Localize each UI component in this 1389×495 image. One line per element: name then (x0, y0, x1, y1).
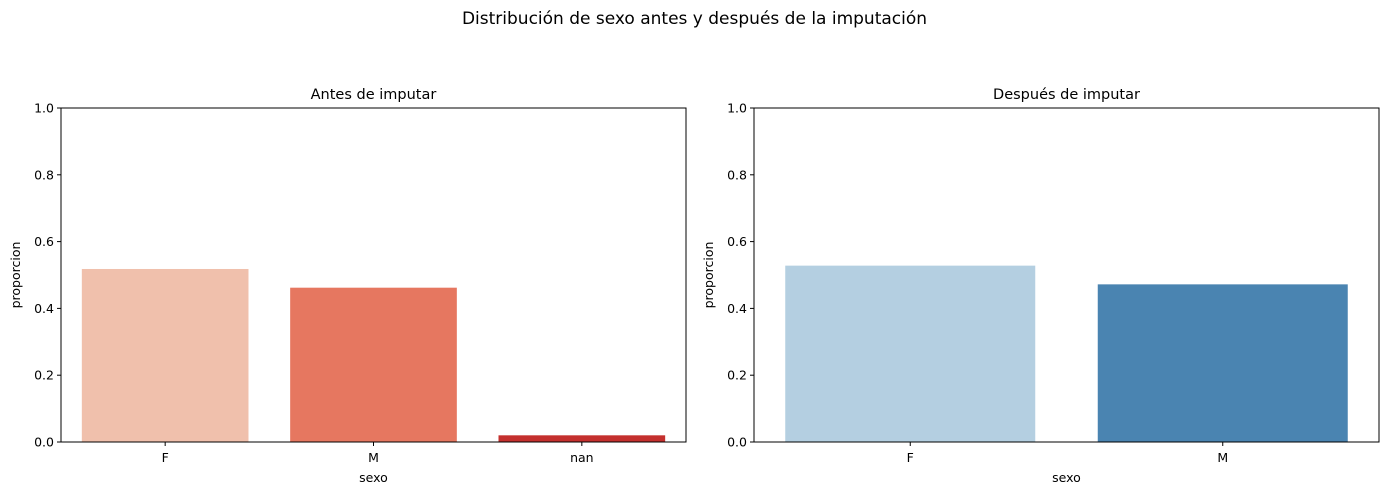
axes-frame-after (753, 107, 1380, 443)
bar-after-M (1097, 284, 1348, 442)
chart-before-title: Antes de imputar (311, 87, 437, 103)
ytick-label-after: 0.6 (727, 234, 747, 249)
bar-before-M (290, 287, 457, 442)
ytick-label-after: 1.0 (727, 101, 747, 116)
chart-after-xlabel: sexo (1052, 470, 1081, 485)
chart-before-xlabel: sexo (359, 470, 388, 485)
ytick-label-before: 1.0 (34, 101, 54, 116)
chart-after-plot: 0.0 0.2 0.4 0.6 0.8 1.0 F M (727, 101, 1380, 465)
xtick-label-before: nan (570, 450, 594, 465)
ytick-label-after: 0.2 (727, 368, 747, 383)
chart-after: Después de imputar proporcion sexo 0.00.… (701, 87, 1380, 485)
bar-before-F (81, 268, 249, 442)
bar-before-nan (498, 435, 666, 442)
ytick-label-before: 0.6 (34, 234, 54, 249)
bar-after-F (785, 265, 1036, 442)
ytick-label-before: 0.8 (34, 167, 54, 182)
ytick-label-after: 0.8 (727, 167, 747, 182)
xtick-label-before: F (162, 450, 169, 465)
ytick-label-after: 0.4 (727, 301, 747, 316)
xtick-label-after: M (1217, 450, 1228, 465)
xtick-label-after: F (907, 450, 914, 465)
ytick-label-before: 0.0 (34, 435, 54, 450)
chart-after-ylabel: proporcion (701, 242, 716, 309)
chart-before: Antes de imputar proporcion sexo 0.00.20… (8, 87, 687, 485)
ytick-label-before: 0.4 (34, 301, 54, 316)
chart-before-ylabel: proporcion (8, 242, 23, 309)
ytick-label-after: 0.0 (727, 435, 747, 450)
ytick-label-before: 0.2 (34, 368, 54, 383)
chart-after-title: Después de imputar (993, 87, 1140, 103)
figure-suptitle: Distribución de sexo antes y después de … (462, 9, 927, 29)
xtick-label-before: M (368, 450, 379, 465)
